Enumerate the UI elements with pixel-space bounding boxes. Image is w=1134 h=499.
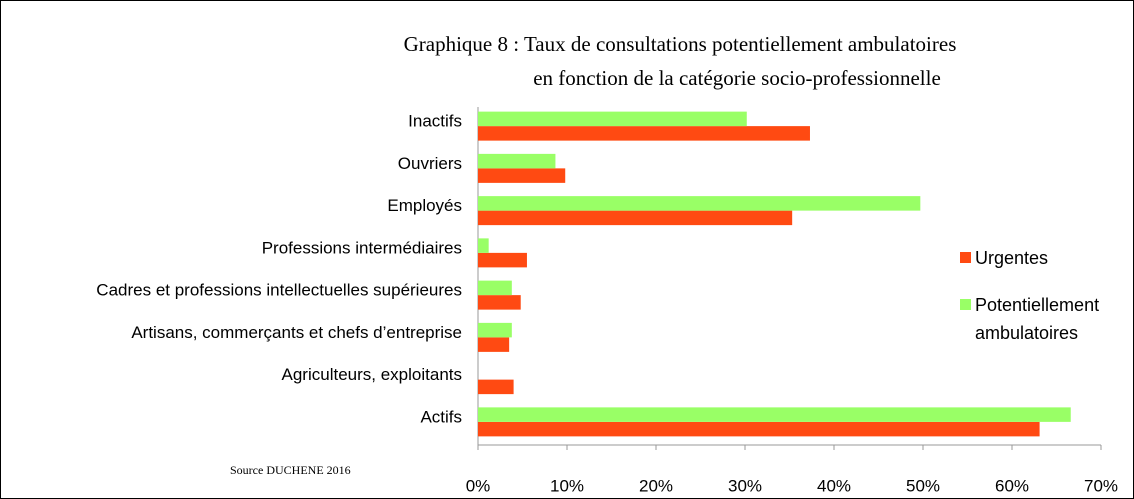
chart-title: en fonction de la catégorie socio-profes… [533, 66, 941, 90]
x-tick-label: 40% [817, 476, 851, 495]
bar [478, 126, 810, 141]
bar [478, 238, 489, 253]
x-tick-label: 60% [995, 476, 1029, 495]
bar [478, 252, 527, 268]
bar [478, 379, 514, 395]
chart-title: Graphique 8 : Taux de consultations pote… [404, 32, 957, 56]
y-tick-label: Actifs [420, 407, 462, 426]
x-tick-label: 50% [906, 476, 940, 495]
y-tick-label: Artisans, commerçants et chefs d’entrepr… [131, 323, 462, 342]
bar [478, 280, 512, 296]
x-tick-label: 10% [550, 476, 584, 495]
bar [478, 322, 512, 338]
legend-swatch [960, 299, 971, 310]
y-tick-label: Employés [387, 196, 462, 215]
bar [478, 153, 556, 169]
source: Source DUCHENE 2016 [230, 463, 351, 477]
y-tick-label: Inactifs [408, 112, 462, 131]
y-tick-label: Ouvriers [398, 154, 462, 173]
bar [478, 111, 747, 127]
bar [478, 168, 566, 183]
bar [478, 337, 510, 352]
y-tick-label: Professions intermédiaires [262, 238, 462, 257]
x-tick-label: 0% [466, 476, 491, 495]
x-tick-label: 30% [728, 476, 762, 495]
bar [478, 295, 521, 310]
x-tick-label: 20% [639, 476, 673, 495]
legend-label: Potentiellement ambulatoires [975, 295, 1100, 343]
bar [478, 210, 793, 226]
bar [478, 421, 1040, 437]
legend-label: Urgentes [975, 248, 1049, 268]
y-tick-label: Cadres et professions intellectuelles su… [96, 281, 462, 300]
bar [478, 196, 921, 211]
bar [478, 407, 1071, 422]
y-tick-label: Agriculteurs, exploitants [282, 365, 462, 384]
x-tick-label: 70% [1084, 476, 1118, 495]
legend-swatch [960, 252, 971, 263]
